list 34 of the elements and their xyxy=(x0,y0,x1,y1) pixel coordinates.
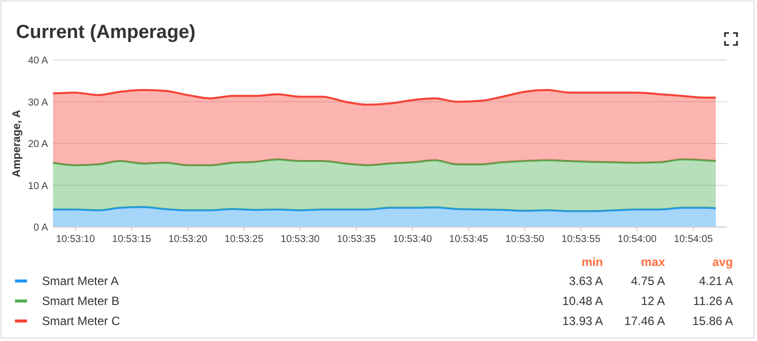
x-tick-label: 10:54:00 xyxy=(618,234,658,245)
y-tick-label: 20 A xyxy=(28,139,48,150)
text: 11.26 A xyxy=(693,294,733,308)
text: 10.48 A xyxy=(562,294,603,308)
text: avg xyxy=(712,255,733,269)
y-tick-label: 30 A xyxy=(28,97,48,108)
text: 13.93 A xyxy=(562,314,603,328)
x-tick-label: 10:53:35 xyxy=(336,234,376,245)
text: 4.75 A xyxy=(630,274,665,288)
text: 12 A xyxy=(640,294,665,308)
x-tick-label: 10:53:50 xyxy=(505,234,545,245)
x-tick-label: 10:53:25 xyxy=(224,234,264,245)
x-tick-label: 10:53:15 xyxy=(112,234,152,245)
legend-label: Smart Meter B xyxy=(42,294,120,308)
chart-title: Current (Amperage) xyxy=(16,22,196,43)
text: 17.46 A xyxy=(624,314,665,328)
x-tick-label: 10:53:20 xyxy=(168,234,208,245)
text: 4.21 A xyxy=(698,274,733,288)
text: max xyxy=(640,255,666,269)
text: 3.63 A xyxy=(568,274,603,288)
text: min xyxy=(582,255,603,269)
x-tick-label: 10:53:55 xyxy=(561,234,601,245)
x-tick-label: 10:53:45 xyxy=(449,234,489,245)
y-tick-label: 0 A xyxy=(34,222,48,234)
x-tick-label: 10:53:40 xyxy=(392,234,432,245)
text: 15.86 A xyxy=(692,314,733,328)
y-tick-label: 40 A xyxy=(28,56,48,66)
x-tick-label: 10:53:10 xyxy=(56,234,96,245)
y-tick-label: 10 A xyxy=(28,180,48,192)
x-tick-label: 10:54:05 xyxy=(674,234,714,245)
legend-label: Smart Meter C xyxy=(42,314,120,328)
legend-label: Smart Meter A xyxy=(42,274,119,288)
y-axis-title: Amperage, A xyxy=(11,110,23,178)
x-tick-label: 10:53:30 xyxy=(280,234,320,245)
